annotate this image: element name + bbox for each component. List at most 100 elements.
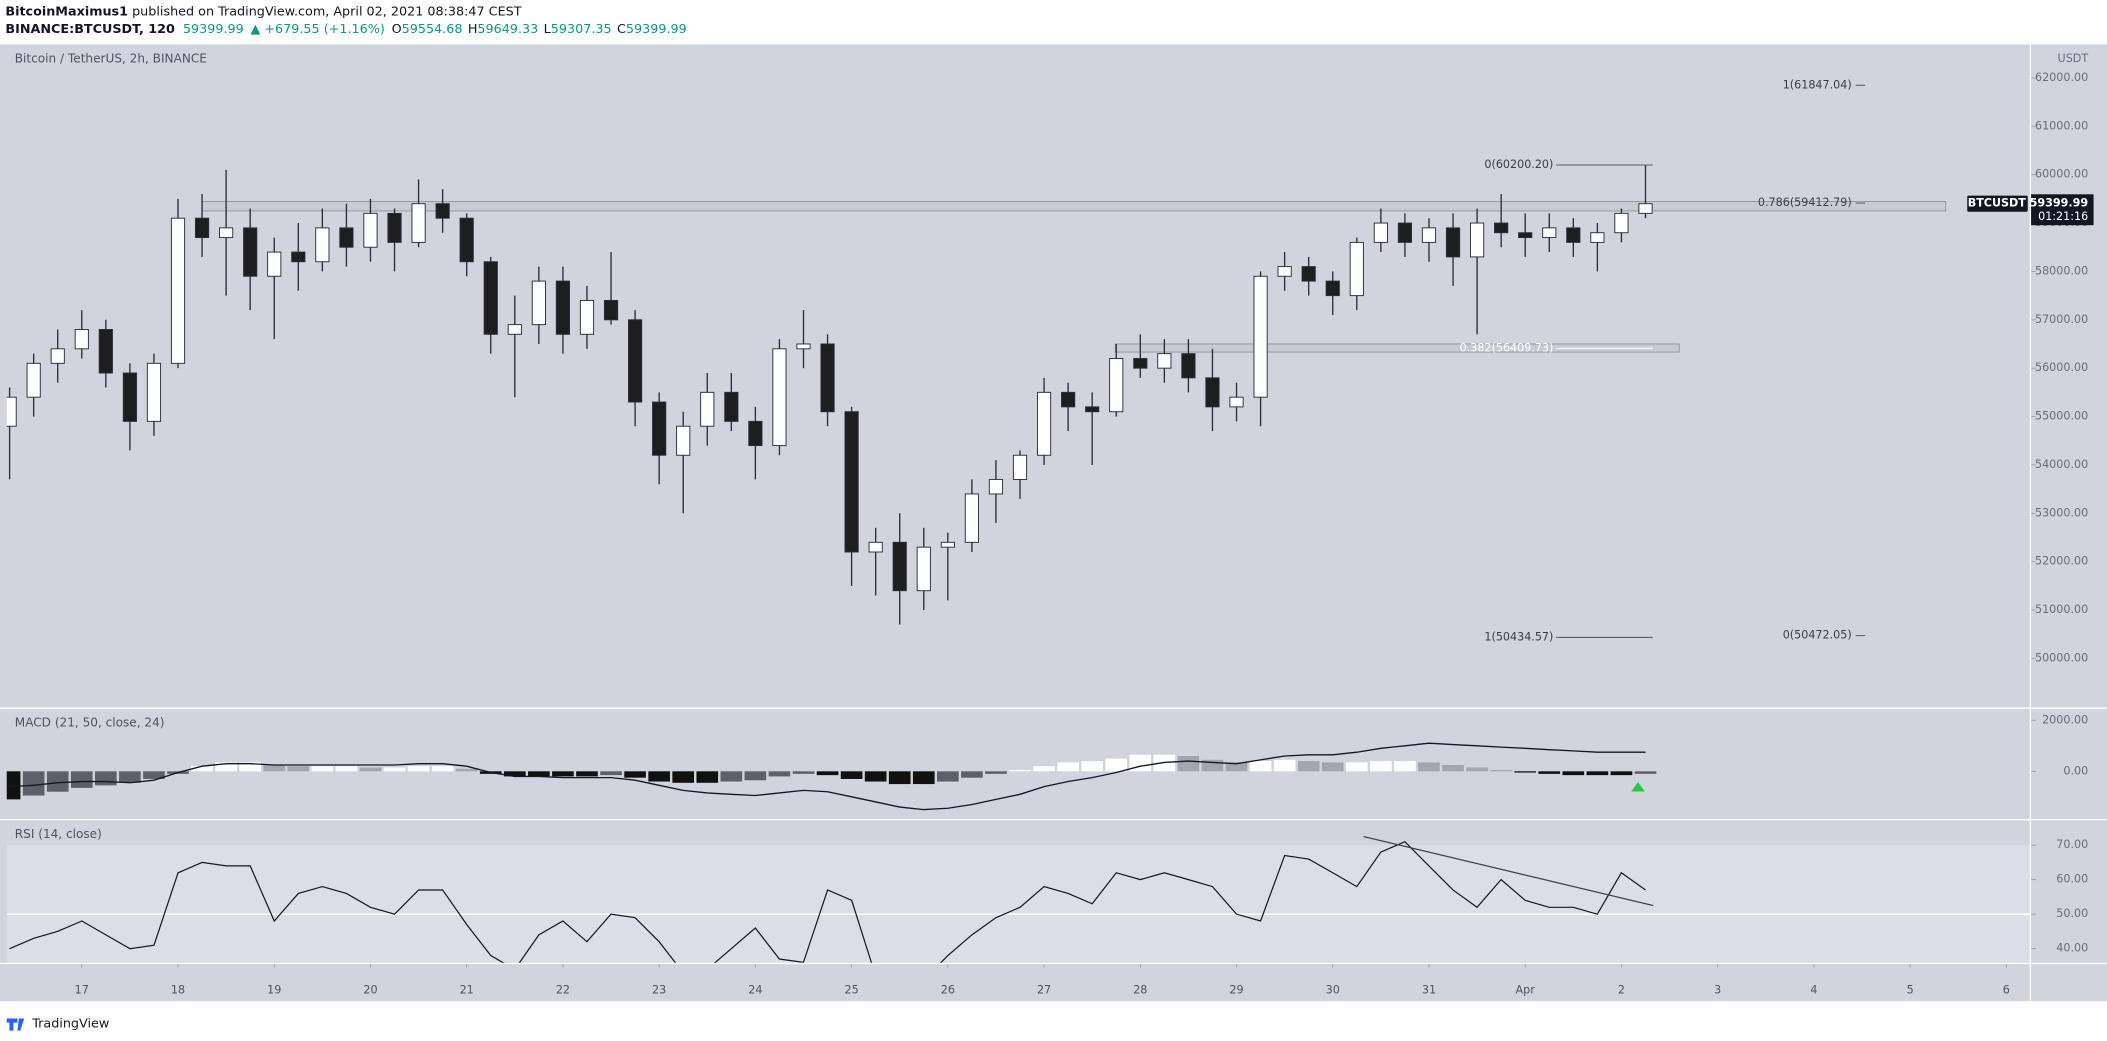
candle-body <box>676 425 691 456</box>
y-tick-label: 50.00 <box>2056 907 2088 920</box>
candle-body <box>844 411 859 553</box>
rsi-band <box>6 845 2031 964</box>
histogram-bar <box>1201 759 1224 772</box>
x-tick-label: 5 <box>1907 983 1914 996</box>
ohlc-value: 59554.68 <box>402 21 463 36</box>
candle-body <box>1205 377 1220 408</box>
pane-title: RSI (14, close) <box>15 827 102 841</box>
candle-body <box>1373 222 1388 243</box>
symbol-tag-text: BTCUSDT <box>1968 197 2027 210</box>
macd-line <box>9 742 1646 811</box>
histogram-bar <box>648 771 670 782</box>
brand: TradingView <box>31 1016 109 1031</box>
histogram-bar <box>1466 767 1488 772</box>
candle-body <box>579 299 595 335</box>
x-tick-label: 2 <box>1618 983 1625 996</box>
candle-body <box>387 212 402 243</box>
fib-label: 1(50434.57) <box>1484 630 1553 643</box>
candle-body <box>652 401 667 456</box>
ohlc-key: O <box>392 21 402 36</box>
candle-body <box>603 299 619 321</box>
candle-body <box>267 251 282 277</box>
ohlc-value: 59649.33 <box>477 21 538 36</box>
histogram-bar <box>311 766 334 772</box>
histogram-bar <box>696 771 719 783</box>
candle-body <box>1253 275 1268 398</box>
x-tick-label: 26 <box>941 983 955 996</box>
x-tick-label: 29 <box>1229 983 1243 996</box>
published: published on TradingView.com, April 02, … <box>128 4 522 19</box>
candle-body <box>916 546 931 592</box>
candle-body <box>1566 227 1581 243</box>
candle-body <box>1061 391 1076 408</box>
histogram-bar <box>888 771 911 785</box>
histogram-bar <box>1177 755 1200 772</box>
candle-body <box>1036 391 1052 456</box>
histogram-bar <box>1514 771 1537 773</box>
candle-body <box>435 203 450 219</box>
y-tick-label: 58000.00 <box>2035 264 2088 277</box>
candle-body <box>964 493 979 543</box>
y-tick-label: 60000.00 <box>2035 168 2088 181</box>
candle-body <box>1638 203 1653 214</box>
fib-label: 0.382(56409.73) <box>1460 341 1554 354</box>
change: ▲ +679.55 (+1.16%) <box>251 21 385 36</box>
histogram-bar <box>22 771 45 796</box>
ohlc-value: 59399.99 <box>626 21 687 36</box>
histogram-bar <box>263 764 286 772</box>
pane-title: Bitcoin / TetherUS, 2h, BINANCE <box>15 52 207 66</box>
fib-label: 0(50472.05) <box>1783 629 1852 642</box>
y-tick-label: 60.00 <box>2056 873 2088 886</box>
price-tag <box>2030 194 2094 226</box>
candle-body <box>122 372 137 422</box>
x-tick-label: 30 <box>1326 983 1340 996</box>
candle-body <box>1421 227 1437 243</box>
y-tick-label: 50000.00 <box>2035 651 2088 664</box>
y-tick-label: 51000.00 <box>2035 603 2088 616</box>
countdown: 01:21:16 <box>2038 210 2088 223</box>
candle-body <box>146 362 162 422</box>
histogram-bar <box>455 768 478 772</box>
candle-body <box>1325 280 1340 297</box>
x-tick-label: 22 <box>556 983 570 996</box>
x-tick-label: 23 <box>652 983 666 996</box>
ohlc-key: H <box>468 21 478 36</box>
candle-body <box>483 261 498 335</box>
histogram-bar <box>528 771 550 777</box>
x-tick-label: 20 <box>363 983 377 996</box>
histogram-bar <box>1490 770 1512 772</box>
header-line1: BitcoinMaximus1 published on TradingView… <box>5 4 521 19</box>
candle-body <box>988 478 1004 495</box>
candle-body <box>796 343 811 350</box>
histogram-bar <box>1321 762 1344 772</box>
x-tick-label: Apr <box>1516 983 1536 996</box>
histogram-bar <box>937 771 959 782</box>
candle-body <box>1349 241 1364 297</box>
candle-body <box>26 362 41 398</box>
candle-body <box>170 217 186 364</box>
candle-body <box>1181 353 1196 379</box>
ohlc-key: L <box>544 21 552 36</box>
histogram-bar <box>1418 762 1440 772</box>
rsi-line <box>9 841 1646 964</box>
histogram-bar <box>552 771 574 777</box>
histogram-bar <box>576 771 598 777</box>
histogram-bar <box>407 766 430 772</box>
histogram-bar <box>1394 761 1416 772</box>
pane <box>6 835 2031 964</box>
candle-body <box>1614 212 1629 234</box>
candle-body <box>243 227 258 277</box>
candle-body <box>6 396 17 427</box>
pane: 1(61847.04) 0(60200.20) 0.786(59412.79) 0.3… <box>6 78 1947 643</box>
zone <box>1114 343 1680 353</box>
y-tick-label: 61000.00 <box>2035 119 2088 132</box>
candle-body <box>772 348 787 447</box>
histogram-bar <box>215 762 237 772</box>
histogram-bar <box>46 771 69 792</box>
candle-body <box>1494 222 1509 234</box>
x-tick-label: 28 <box>1133 983 1147 996</box>
zone <box>201 201 1947 212</box>
pane <box>6 742 1657 811</box>
x-tick-label: 21 <box>460 983 474 996</box>
